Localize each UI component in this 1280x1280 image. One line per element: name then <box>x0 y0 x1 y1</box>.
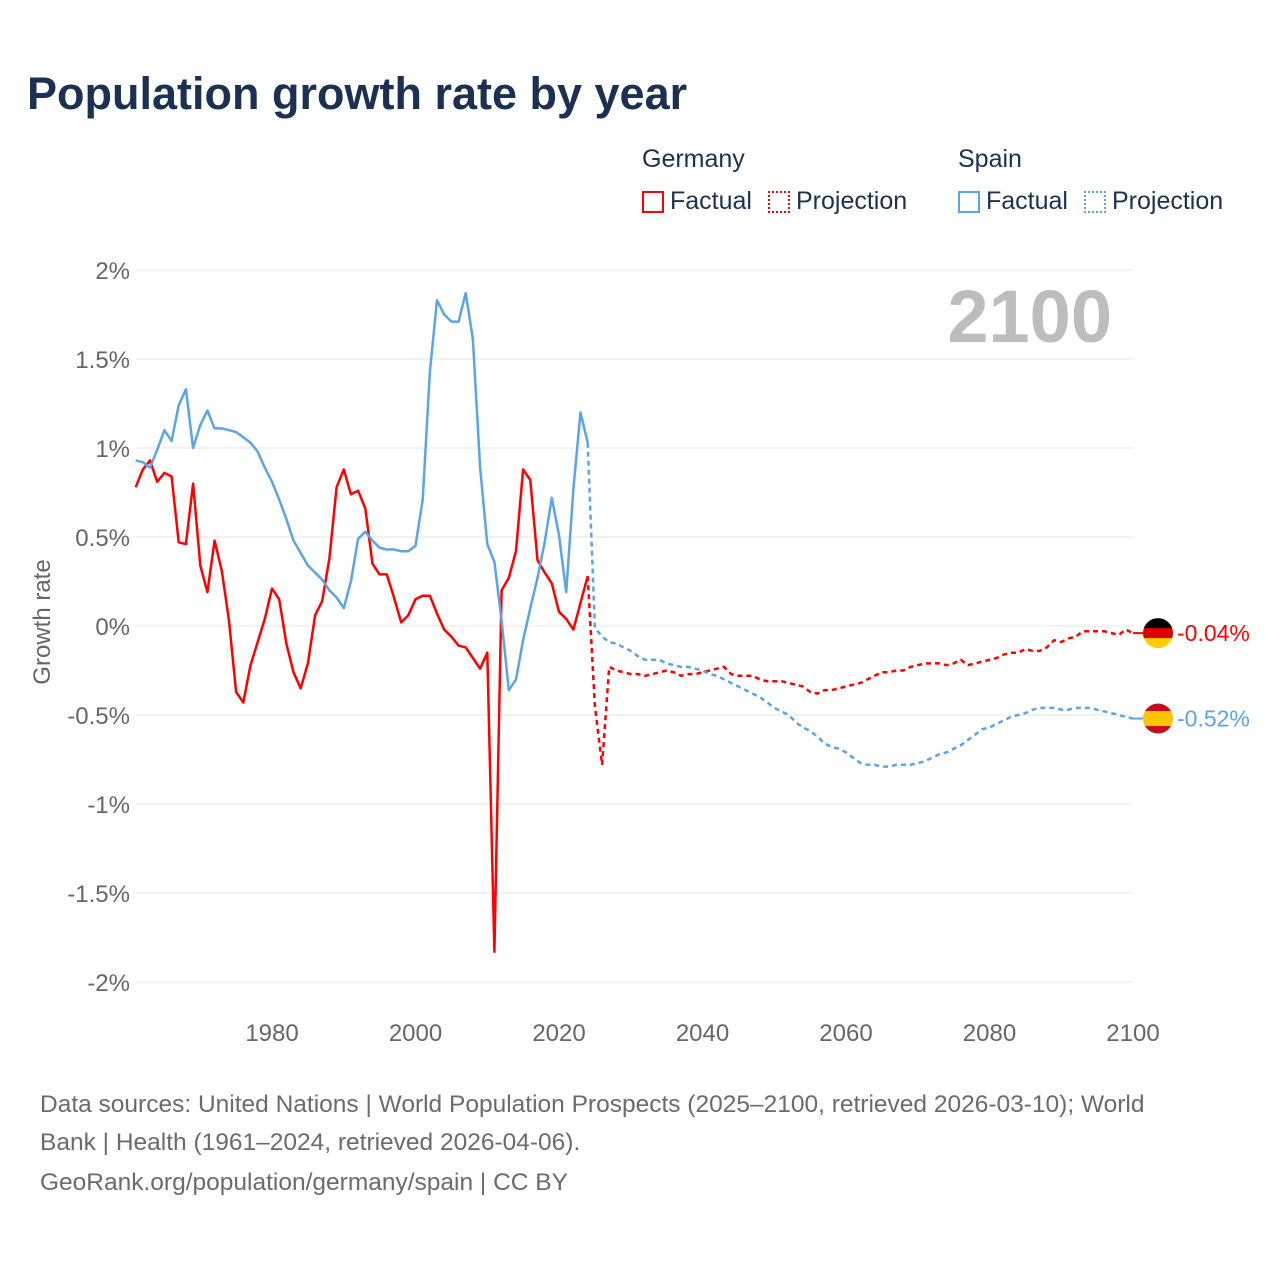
x-tick-label: 2060 <box>819 1020 872 1047</box>
x-axis-ticks: 1980 2000 2020 2040 2060 2080 2100 <box>245 1020 1159 1047</box>
footer-attribution[interactable]: GeoRank.org/population/germany/spain | C… <box>40 1169 568 1196</box>
legend-germany-title: Germany <box>642 145 745 173</box>
series-lines <box>134 291 1134 953</box>
flag-stripe <box>1143 628 1173 639</box>
legend-swatch-dotted <box>1083 190 1106 213</box>
germany-end-label: -0.04% <box>1177 620 1250 646</box>
x-tick-label: 2080 <box>963 1020 1016 1047</box>
y-tick-label: -1.5% <box>67 881 130 908</box>
y-tick-label: 0.5% <box>75 525 130 552</box>
legend-label: Projection <box>795 187 908 215</box>
spain-factual-line <box>135 291 589 692</box>
footer-sources-line2: Bank | Health (1961–2024, retrieved 2026… <box>40 1129 581 1156</box>
y-tick-label: 0% <box>95 614 130 641</box>
germany-factual-line <box>134 459 589 953</box>
y-tick-label: 2% <box>95 258 130 285</box>
footer-sources-line1: Data sources: United Nations | World Pop… <box>40 1091 1145 1118</box>
year-watermark: 2100 <box>947 275 1112 358</box>
legend-germany-factual[interactable]: Factual <box>642 187 752 216</box>
legend-germany: Germany Factual Projection <box>642 145 907 216</box>
flag-stripe <box>1143 726 1173 734</box>
legend-label: Projection <box>1111 187 1224 215</box>
y-tick-label: -0.5% <box>67 703 130 730</box>
legend-swatch-solid <box>642 190 664 213</box>
legend-spain: Spain Factual Projection <box>958 145 1223 216</box>
legend-spain-title: Spain <box>958 145 1022 173</box>
flag-stripe <box>1143 618 1173 629</box>
y-tick-label: 1% <box>95 436 130 463</box>
flag-stripe <box>1143 711 1173 727</box>
x-tick-label: 2100 <box>1106 1020 1159 1047</box>
y-tick-label: -2% <box>87 970 130 997</box>
chart-title: Population growth rate by year <box>27 68 688 119</box>
legend-label: Factual <box>986 187 1068 215</box>
legend-spain-factual[interactable]: Factual <box>958 187 1068 216</box>
legend-germany-projection[interactable]: Projection <box>762 187 907 216</box>
y-tick-label: 1.5% <box>75 347 130 374</box>
series-end-markers: -0.04% -0.52% <box>1133 618 1250 734</box>
footer-sources: Data sources: United Nations | World Pop… <box>40 1086 1144 1162</box>
legend-swatch-dotted <box>767 190 790 213</box>
x-tick-label: 2040 <box>676 1020 729 1047</box>
spain-flag-icon <box>1143 703 1173 734</box>
y-tick-label: -1% <box>87 792 130 819</box>
germany-projection-line <box>586 576 1134 765</box>
x-tick-label: 2000 <box>389 1020 442 1047</box>
flag-stripe <box>1143 638 1173 649</box>
spain-projection-line <box>586 442 1134 768</box>
gridlines <box>135 269 1133 983</box>
x-tick-label: 1980 <box>245 1020 298 1047</box>
y-axis-ticks: 2% 1.5% 1% 0.5% 0% -0.5% -1% -1.5% -2% <box>67 258 130 997</box>
x-tick-label: 2020 <box>532 1020 585 1047</box>
legend-swatch-solid <box>958 190 980 213</box>
spain-end-label: -0.52% <box>1177 706 1250 732</box>
germany-flag-icon <box>1143 618 1173 649</box>
legend-label: Factual <box>670 187 752 215</box>
legend-spain-projection[interactable]: Projection <box>1078 187 1223 216</box>
y-axis-label: Growth rate <box>29 559 56 684</box>
flag-stripe <box>1143 703 1173 712</box>
